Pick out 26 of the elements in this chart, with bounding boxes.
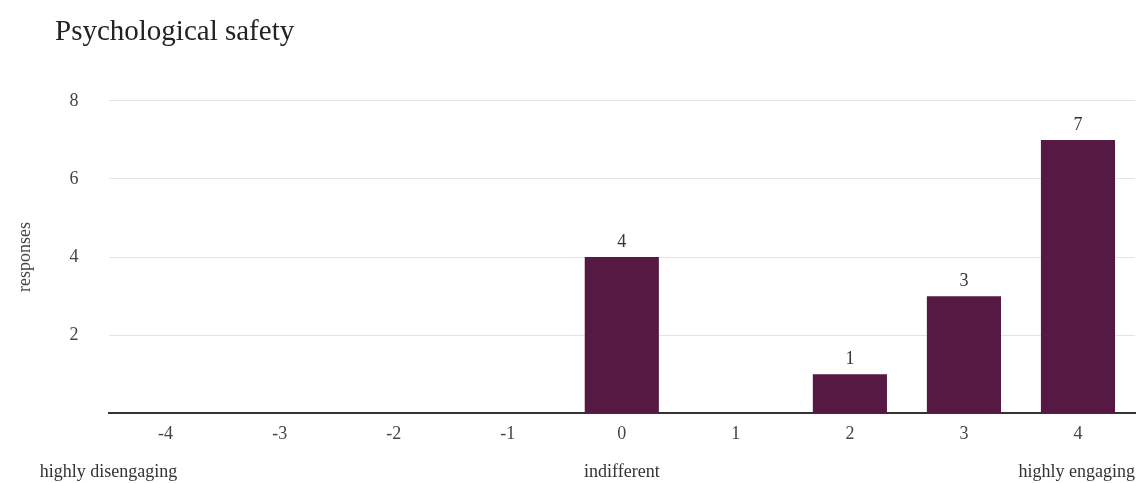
data-label: 3 xyxy=(959,269,969,290)
text: highly engaging xyxy=(1018,461,1135,481)
data-label: 7 xyxy=(1073,113,1083,134)
text: indifferent xyxy=(583,461,660,481)
text: highly disengaging xyxy=(39,461,178,481)
bar xyxy=(1040,139,1116,413)
x-tick-label: -3 xyxy=(272,422,288,443)
chart-title: Psychological safety xyxy=(55,14,295,47)
x-tick-label: 3 xyxy=(959,422,969,443)
bar xyxy=(812,374,887,413)
y-tick-label: 2 xyxy=(69,323,79,344)
y-tick-label: 6 xyxy=(69,167,79,188)
x-tick-label: 4 xyxy=(1073,422,1083,443)
bar xyxy=(926,296,1001,413)
y-tick-label: 8 xyxy=(69,89,79,110)
y-axis-title: responses xyxy=(13,222,34,293)
x-tick-label: -1 xyxy=(500,422,516,443)
x-tick-label: 1 xyxy=(731,422,741,443)
data-label: 4 xyxy=(617,230,627,251)
y-tick-label: 4 xyxy=(69,245,79,266)
x-tick-label: -4 xyxy=(158,422,174,443)
x-tick-label: 0 xyxy=(617,422,627,443)
data-label: 1 xyxy=(845,348,855,369)
x-tick-label: -2 xyxy=(386,422,402,443)
x-tick-label: 2 xyxy=(845,422,855,443)
bar xyxy=(584,257,659,413)
